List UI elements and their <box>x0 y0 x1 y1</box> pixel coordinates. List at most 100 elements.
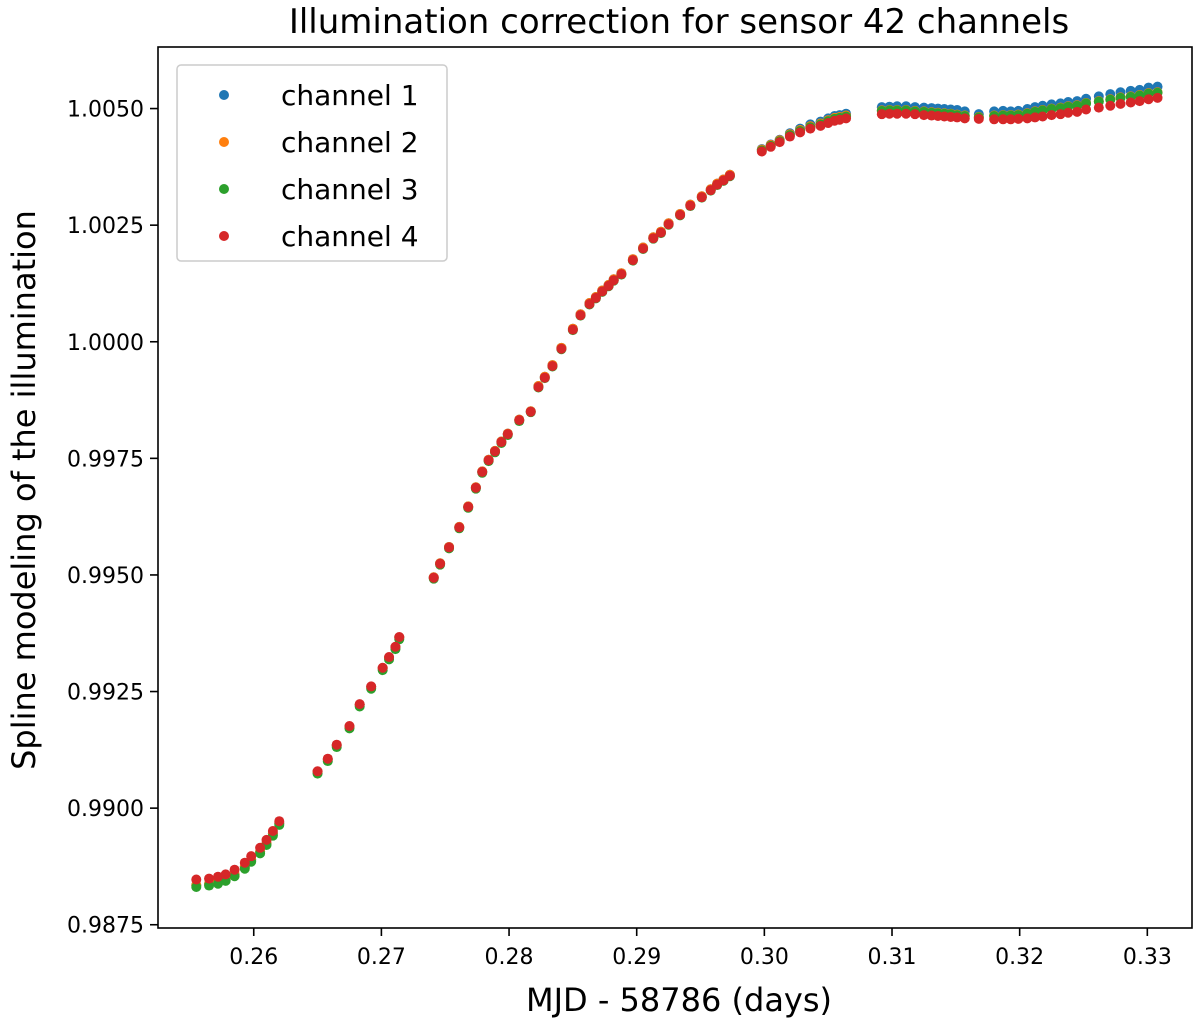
data-point <box>525 406 536 417</box>
data-point <box>805 123 816 134</box>
y-tick-label: 1.0050 <box>67 98 144 123</box>
data-point <box>795 127 806 138</box>
y-axis: 0.9875 0.9900 0.9925 0.9950 0.9975 1.0000 1.00… <box>67 98 158 939</box>
data-point <box>255 842 266 853</box>
data-point <box>876 109 887 120</box>
data-point <box>590 292 601 303</box>
data-point <box>952 112 963 123</box>
data-point <box>648 233 659 244</box>
data-point <box>675 209 686 220</box>
x-tick-label: 0.31 <box>868 945 917 970</box>
data-point <box>463 501 474 512</box>
data-point <box>998 114 1009 125</box>
x-tick-label: 0.27 <box>357 945 406 970</box>
data-point <box>539 372 550 383</box>
data-point <box>973 113 984 124</box>
data-point <box>567 324 578 335</box>
data-point <box>1143 94 1154 105</box>
legend-label: channel 2 <box>281 126 419 159</box>
data-point <box>477 466 488 477</box>
data-point <box>638 243 649 254</box>
data-point <box>246 851 257 862</box>
data-point <box>191 881 202 892</box>
data-point <box>756 146 767 157</box>
legend-marker <box>219 231 229 241</box>
data-point <box>1055 109 1066 120</box>
x-tick-label: 0.32 <box>995 945 1044 970</box>
data-point <box>366 681 377 692</box>
data-point <box>533 381 544 392</box>
data-point <box>454 522 465 533</box>
data-point <box>627 255 638 266</box>
y-axis-label: Spline modeling of the illumination <box>5 210 43 770</box>
y-tick-label: 1.0025 <box>67 214 144 239</box>
y-tick-label: 0.9975 <box>67 447 144 472</box>
data-point <box>841 113 852 124</box>
data-point <box>483 455 494 466</box>
data-point <box>220 869 231 880</box>
x-tick-label: 0.30 <box>740 945 789 970</box>
legend-marker <box>219 90 229 100</box>
data-point <box>1072 106 1083 117</box>
y-tick-label: 0.9900 <box>67 797 144 822</box>
data-point <box>663 219 674 230</box>
data-point <box>444 542 455 553</box>
y-tick-label: 0.9950 <box>67 564 144 589</box>
data-point <box>884 108 895 119</box>
data-point <box>344 721 355 732</box>
data-point <box>989 114 1000 125</box>
legend-label: channel 1 <box>281 79 419 112</box>
data-point <box>815 120 826 131</box>
data-point <box>261 834 272 845</box>
data-point <box>191 874 202 885</box>
legend-label: channel 4 <box>281 220 419 253</box>
data-point <box>584 298 595 309</box>
x-tick-label: 0.28 <box>485 945 534 970</box>
data-point <box>901 108 912 119</box>
plot-frame <box>157 46 1193 929</box>
data-point <box>1022 113 1033 124</box>
data-point <box>1037 111 1048 122</box>
data-point <box>724 170 735 181</box>
legend: channel 1 channel 2 channel 3 channel 4 <box>176 64 448 262</box>
data-point <box>1125 97 1136 108</box>
data-point <box>212 878 223 889</box>
data-point <box>909 109 920 120</box>
data-point <box>1152 92 1163 103</box>
data-point <box>390 641 401 652</box>
legend-label: channel 3 <box>281 173 419 206</box>
x-axis-label: MJD - 58786 (days) <box>526 981 832 1019</box>
data-point <box>274 816 285 827</box>
series-4 <box>191 92 1163 885</box>
x-axis: 0.26 0.27 0.28 0.29 0.30 0.31 0.32 0.33 <box>229 928 1172 970</box>
data-point <box>1115 98 1126 109</box>
data-point <box>384 652 395 663</box>
data-point <box>685 200 696 211</box>
data-point <box>267 825 278 836</box>
data-point <box>204 873 215 884</box>
data-point <box>428 572 439 583</box>
data-point <box>1105 100 1116 111</box>
data-point <box>1081 104 1092 115</box>
data-point <box>204 880 215 891</box>
data-point <box>1013 113 1024 124</box>
data-point <box>575 310 586 321</box>
chart-title: Illumination correction for sensor 42 ch… <box>289 2 1069 42</box>
data-point <box>229 864 240 875</box>
data-point <box>655 227 666 238</box>
data-point <box>892 108 903 119</box>
data-point <box>496 437 507 448</box>
x-tick-label: 0.29 <box>612 945 661 970</box>
data-point <box>1046 110 1057 121</box>
data-point <box>696 192 707 203</box>
data-point <box>514 415 525 426</box>
data-point <box>470 482 481 493</box>
plot-area: 0.26 0.27 0.28 0.29 0.30 0.31 0.32 0.33 0.98750… <box>67 46 1193 970</box>
data-point <box>312 766 323 777</box>
data-point <box>784 131 795 142</box>
x-tick-label: 0.33 <box>1123 945 1172 970</box>
data-point <box>616 269 627 280</box>
data-point <box>547 361 558 372</box>
data-point <box>765 141 776 152</box>
